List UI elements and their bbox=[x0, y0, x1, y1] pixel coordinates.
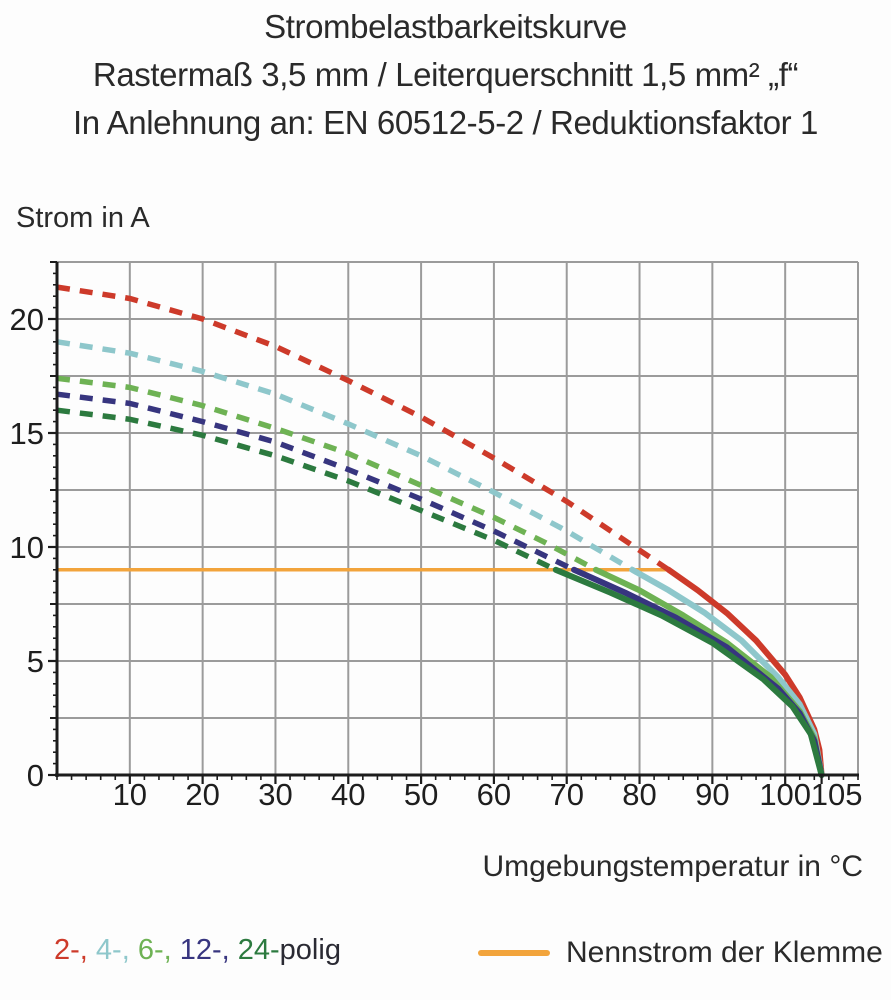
title-line-1: Strombelastbarkeitskurve bbox=[264, 8, 627, 45]
rated-current-legend: Nennstrom der Klemme bbox=[478, 936, 883, 970]
x-tick-80: 80 bbox=[622, 777, 656, 812]
y-axis-title: Strom in A bbox=[16, 202, 150, 234]
chart-title: Strombelastbarkeitskurve Rastermaß 3,5 m… bbox=[0, 3, 891, 147]
y-tick-15: 15 bbox=[10, 416, 44, 451]
gridlines bbox=[57, 261, 859, 775]
title-line-3: In Anlehnung an: EN 60512-5-2 / Reduktio… bbox=[72, 104, 818, 141]
legend-item-2: 6-, bbox=[137, 934, 180, 966]
title-line-2: Rastermaß 3,5 mm / Leiterquerschnitt 1,5… bbox=[92, 56, 799, 93]
x-tick-40: 40 bbox=[331, 777, 365, 812]
x-tick-105: 105 bbox=[811, 777, 863, 812]
x-tick-30: 30 bbox=[258, 777, 292, 812]
x-tick-70: 70 bbox=[549, 777, 583, 812]
axes bbox=[55, 262, 859, 777]
x-tick-90: 90 bbox=[695, 777, 729, 812]
series-2-polig-solid bbox=[665, 566, 825, 778]
series-24-polig-dashed bbox=[56, 407, 557, 573]
rated-current-line-swatch bbox=[478, 950, 550, 956]
rated-current-label: Nennstrom der Klemme bbox=[566, 936, 883, 969]
x-tick-50: 50 bbox=[404, 777, 438, 812]
y-tick-10: 10 bbox=[10, 530, 44, 565]
legend-item-5: polig bbox=[279, 934, 341, 966]
series-legend: 2-, 4-, 6-, 12-, 24-polig bbox=[54, 934, 341, 967]
legend-item-0: 2-, bbox=[54, 934, 96, 966]
y-tick-0: 0 bbox=[27, 758, 44, 793]
y-tick-labels: 0 5 10 15 20 bbox=[10, 302, 44, 793]
tick-marks bbox=[48, 261, 859, 784]
x-axis-title: Umgebungstemperatur in °C bbox=[482, 850, 863, 883]
legend-item-3: 12-, bbox=[179, 934, 238, 966]
x-tick-60: 60 bbox=[477, 777, 511, 812]
series-24-polig-solid bbox=[552, 566, 825, 778]
y-tick-20: 20 bbox=[10, 302, 44, 337]
x-tick-10: 10 bbox=[113, 777, 147, 812]
x-tick-20: 20 bbox=[185, 777, 219, 812]
series-2-polig-dashed bbox=[56, 284, 671, 573]
x-tick-100: 100 bbox=[759, 777, 811, 812]
series-12-polig-dashed bbox=[56, 391, 576, 573]
series-6-polig-dashed bbox=[56, 375, 598, 573]
x-tick-labels: 10 20 30 40 50 60 70 80 90 100 105 bbox=[113, 777, 863, 812]
y-tick-5: 5 bbox=[27, 644, 44, 679]
legend-item-1: 4-, bbox=[95, 934, 138, 966]
series-4-polig-dashed bbox=[56, 339, 634, 573]
legend-item-4: 24- bbox=[237, 934, 280, 966]
